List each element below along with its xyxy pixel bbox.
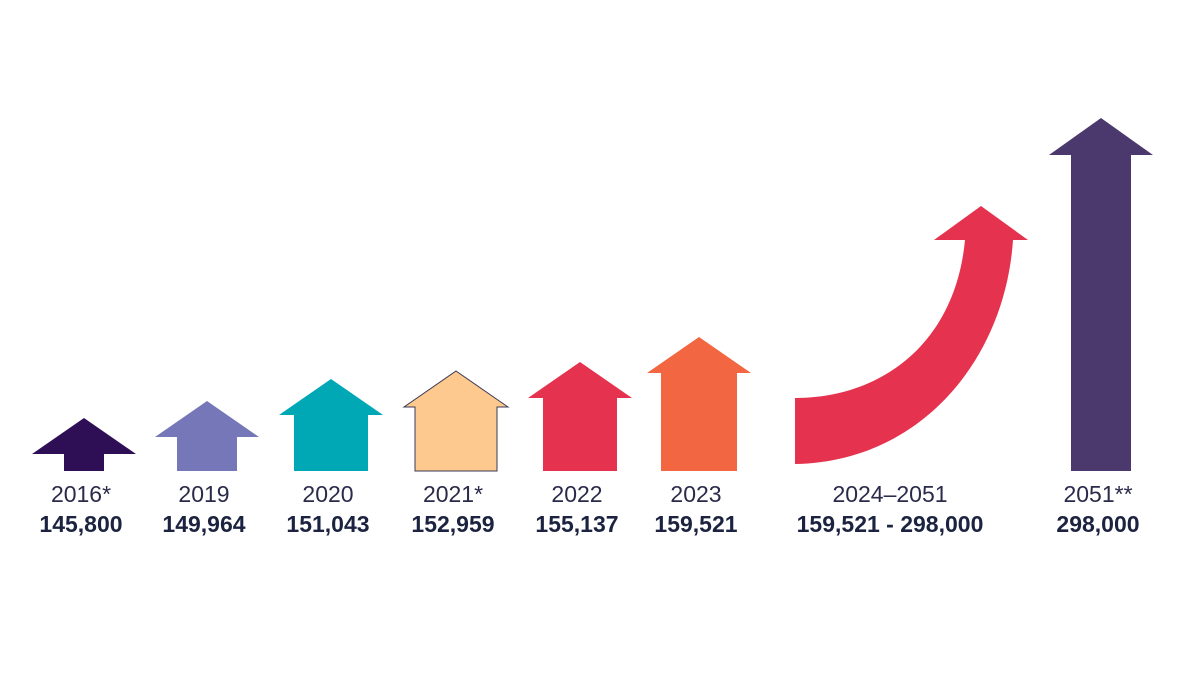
year-label: 2019 — [178, 481, 229, 507]
arrow-bar-2021 — [402, 370, 510, 472]
arrow-bar-2020 — [279, 379, 383, 471]
value-label: 155,137 — [535, 511, 618, 537]
arrow-bar-2022 — [528, 362, 632, 471]
value-label: 159,521 — [654, 511, 737, 537]
value-label: 159,521 - 298,000 — [797, 511, 984, 537]
value-label: 152,959 — [411, 511, 494, 537]
year-label: 2016* — [51, 481, 111, 507]
year-label: 2023 — [670, 481, 721, 507]
arrow-bar-2023 — [647, 337, 751, 471]
year-label: 2021* — [423, 481, 483, 507]
value-label: 298,000 — [1056, 511, 1139, 537]
year-label: 2024–2051 — [832, 481, 947, 507]
arrow-bar-2051 — [1049, 118, 1153, 471]
year-label: 2020 — [302, 481, 353, 507]
year-label: 2022 — [551, 481, 602, 507]
curved-arrow-2024-2051 — [795, 206, 1028, 464]
value-label: 149,964 — [162, 511, 245, 537]
year-label: 2051** — [1063, 481, 1132, 507]
value-label: 151,043 — [286, 511, 369, 537]
arrow-bar-2019 — [155, 401, 259, 471]
value-label: 145,800 — [39, 511, 122, 537]
arrow-bar-2016 — [32, 418, 136, 471]
